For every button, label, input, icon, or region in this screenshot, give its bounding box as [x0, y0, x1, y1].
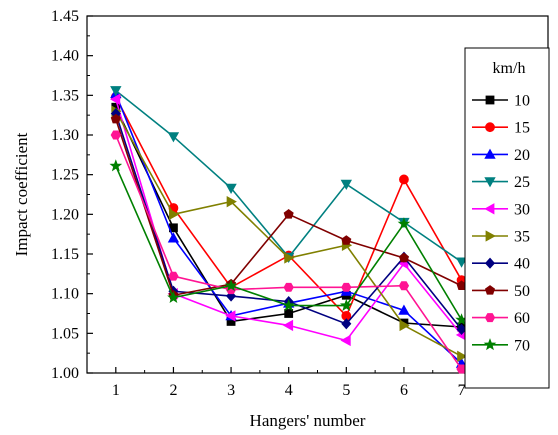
legend-label: 15 [514, 120, 530, 137]
data-point [110, 113, 121, 124]
legend-marker [484, 313, 496, 323]
data-point [282, 298, 296, 311]
data-point [398, 252, 409, 263]
x-tick-label: 7 [458, 382, 466, 399]
y-axis: 1.00 1.05 1.10 1.15 1.20 1.25 1.30 1.35 1.40 1.45 [51, 8, 93, 382]
x-tick-label: 4 [285, 382, 293, 399]
data-point [284, 252, 295, 264]
legend-label: 35 [514, 229, 530, 246]
legend-item-50: 50 [472, 283, 530, 300]
data-point [167, 290, 180, 304]
data-point [455, 257, 468, 268]
data-point [282, 319, 294, 332]
legend-marker [484, 148, 496, 159]
legend-item-30: 30 [472, 201, 530, 218]
legend-marker [484, 203, 495, 215]
legend-box [464, 47, 550, 389]
data-point [398, 304, 410, 315]
series-70 [109, 159, 468, 326]
legend-label: 50 [514, 283, 530, 300]
series-line-25 [115, 89, 463, 263]
data-point [109, 93, 121, 105]
legend-item-10: 10 [472, 93, 530, 110]
legend-title: km/h [493, 60, 526, 77]
legend-item-40: 40 [472, 256, 530, 273]
series-layer [109, 86, 468, 374]
data-point [225, 310, 236, 322]
data-point [110, 86, 122, 97]
data-point [225, 183, 237, 194]
data-point [226, 195, 237, 208]
data-point [341, 318, 352, 330]
y-tick-label: 1.15 [51, 246, 79, 263]
legend-label: 10 [514, 93, 530, 110]
legend-marker [484, 285, 496, 295]
legend-marker [485, 230, 496, 242]
series-50 [110, 113, 467, 300]
x-axis: 1 2 3 4 5 6 7 [112, 367, 520, 399]
data-point [341, 282, 352, 292]
data-point [167, 232, 180, 243]
data-point [397, 217, 411, 230]
y-tick-label: 1.35 [51, 87, 79, 104]
legend-marker [484, 257, 496, 269]
data-point [167, 132, 180, 143]
series-line-50 [115, 118, 462, 297]
data-point [340, 179, 352, 191]
data-point [456, 364, 467, 374]
legend-marker [484, 177, 496, 188]
data-point [224, 279, 238, 292]
data-point [398, 281, 410, 291]
y-tick-label: 1.25 [51, 167, 79, 184]
x-tick-label: 6 [400, 382, 408, 399]
legend-item-15: 15 [472, 120, 530, 137]
data-point [110, 130, 121, 140]
y-tick-label: 1.20 [51, 206, 79, 223]
x-tick-label: 3 [227, 382, 235, 399]
y-tick-label: 1.40 [51, 48, 79, 65]
x-tick-label: 5 [342, 382, 350, 399]
data-point [341, 235, 352, 245]
legend-label: 60 [514, 310, 530, 327]
data-point [457, 350, 468, 363]
legend-label: 20 [514, 147, 530, 164]
data-point [283, 209, 294, 219]
legend-label: 30 [514, 201, 530, 218]
legend-item-60: 60 [472, 310, 530, 327]
y-tick-label: 1.05 [51, 325, 79, 342]
x-tick-label: 2 [169, 382, 177, 399]
legend-item-70: 70 [472, 337, 530, 354]
data-point [168, 271, 179, 281]
y-tick-label: 1.10 [51, 286, 79, 303]
x-tick-label: 1 [112, 382, 120, 399]
data-point [340, 334, 351, 347]
data-point [399, 319, 410, 332]
legend-marker [485, 122, 495, 133]
data-point [283, 282, 294, 292]
data-point [339, 298, 353, 311]
data-point [399, 174, 409, 185]
legend-item-20: 20 [472, 147, 530, 164]
x-axis-title: Hangers' number [250, 411, 366, 430]
legend-item-35: 35 [472, 229, 530, 246]
data-point [109, 159, 123, 172]
y-tick-label: 1.45 [51, 8, 79, 25]
data-point [169, 208, 180, 221]
y-tick-label: 1.00 [51, 365, 79, 382]
legend: km/h 10 15 20 25 30 35 40 50 60 70 [464, 47, 550, 389]
y-tick-label: 1.30 [51, 127, 79, 144]
legend-label: 25 [514, 174, 530, 191]
y-axis-title: Impact coefficient [12, 132, 31, 256]
legend-label: 40 [514, 256, 530, 273]
legend-marker [483, 338, 497, 351]
legend-marker [485, 95, 495, 105]
legend-label: 70 [514, 337, 530, 354]
data-point [284, 309, 294, 318]
legend-item-25: 25 [472, 174, 530, 191]
